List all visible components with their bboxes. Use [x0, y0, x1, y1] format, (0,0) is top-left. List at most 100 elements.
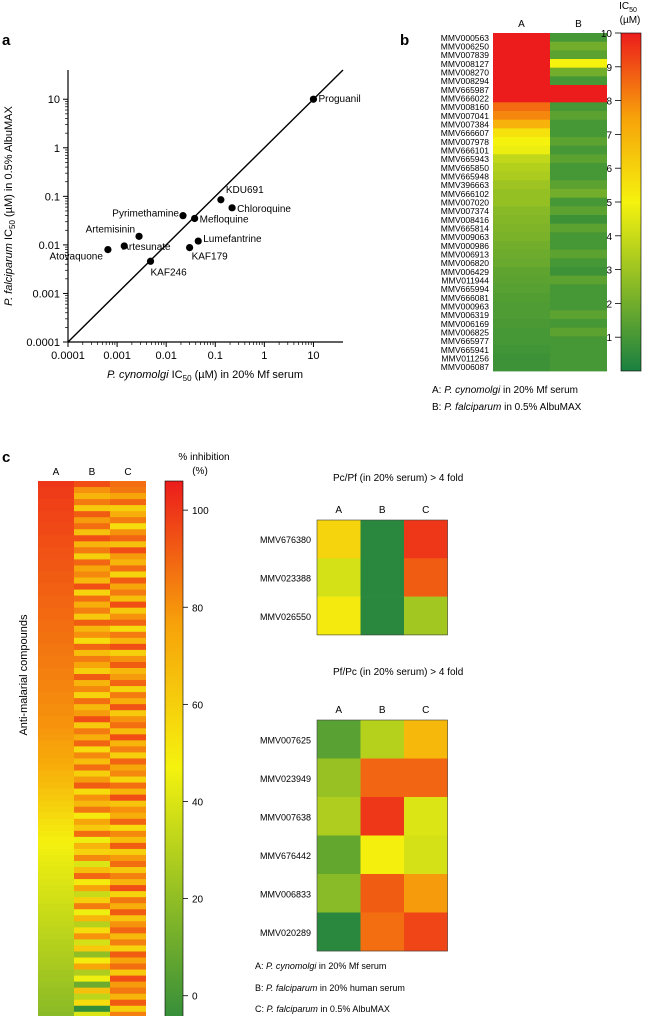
c-heat-cell: [74, 951, 110, 958]
c-heat-cell: [110, 800, 146, 808]
b-row-label: MMV665977: [441, 336, 489, 346]
c-heat-cell: [74, 499, 110, 506]
b-colorbar-tick-label: 8: [606, 97, 612, 108]
c-pfpc-row-label: MMV007625: [260, 735, 311, 745]
c-pfpc-title: Pf/Pc (in 20% serum) > 4 fold: [333, 667, 463, 678]
c-heat-cell: [110, 867, 146, 874]
b-heat-cell: [493, 189, 550, 199]
b-heat-cell: [493, 102, 550, 112]
a-data-point: [309, 95, 318, 103]
b-colorbar-tick-label: 7: [606, 130, 612, 141]
c-heat-cell: [110, 734, 146, 741]
c-colorbar-units: (%): [192, 466, 208, 477]
c-heat-cell: [38, 770, 74, 777]
c-heat-cell: [110, 704, 146, 711]
c-heat-cell: [38, 559, 74, 566]
b-heat-cell: [550, 353, 607, 363]
c-heat-cell: [110, 728, 146, 735]
b-heat-cell: [550, 154, 607, 164]
b-heat-cell: [493, 258, 550, 268]
c-heat-cell: [110, 993, 146, 1001]
c-pfpc-heat-cell: [317, 797, 361, 836]
b-heat-cell: [550, 293, 607, 303]
c-pfpc-heat-cell: [360, 835, 405, 875]
c-pcpf-title: Pc/Pf (in 20% serum) > 4 fold: [333, 473, 463, 484]
b-row-label: MMV008160: [441, 102, 489, 112]
a-data-point: [120, 242, 128, 250]
scatter-panel-a: 0.0001 0.001 0.01 0.1 1 10 0.0001 0.001 0.01 0.1 1…: [3, 69, 361, 383]
c-heat-cell: [74, 957, 110, 964]
b-heat-cell: [493, 267, 550, 277]
b-row-label: MMV006250: [441, 42, 489, 52]
c-heat-cell: [74, 619, 110, 627]
c-heat-cell: [38, 975, 74, 983]
c-heat-cell: [38, 493, 74, 500]
b-heat-cell: [550, 275, 607, 285]
b-heat-cell: [493, 284, 550, 294]
c-heat-cell: [110, 722, 146, 729]
b-row-label: MMV666022: [441, 94, 489, 104]
b-colorbar-tick-label: 10: [601, 29, 613, 40]
a-data-point: [185, 243, 194, 252]
b-row-label: MMV006820: [441, 258, 489, 268]
c-heat-cell: [38, 571, 74, 578]
c-heat-cell: [110, 505, 146, 512]
a-data-points: Proguanil KDU691 Chloroquine Pyrimethamine M…: [50, 94, 361, 278]
c-colorbar-tick-label: 60: [192, 700, 204, 711]
b-heat-cell: [493, 362, 550, 372]
c-heat-cell: [38, 704, 74, 711]
panel-label-c: c: [2, 449, 10, 466]
b-heat-cell: [550, 67, 607, 77]
c-heat-cell: [38, 589, 74, 596]
c-colorbar-ticks: 0 20 40 60 80 100: [183, 506, 209, 1003]
c-heat-cell: [38, 836, 74, 844]
c-heat-cell: [74, 505, 110, 512]
c-heat-cell: [74, 830, 110, 838]
c-heat-cell: [74, 794, 110, 802]
c-heat-cell: [38, 830, 74, 838]
c-heat-cell: [110, 981, 146, 989]
c-heat-cell: [110, 571, 146, 578]
c-heat-cell: [38, 481, 74, 488]
b-heat-cell: [550, 180, 607, 190]
c-colorbar: [164, 480, 184, 1016]
c-heat-cell: [74, 933, 110, 940]
b-heat-cell: [493, 171, 550, 181]
b-heat-cell: [550, 336, 607, 346]
a-y-axis-label: P. falciparum IC50 (µM) in 0.5% AlbuMAX: [3, 105, 17, 305]
b-heat-cell: [550, 232, 607, 242]
c-heat-cell: [74, 553, 110, 560]
b-heat-cell: [550, 59, 607, 69]
c-heat-cell: [38, 848, 74, 856]
b-row-label: MMV008127: [441, 59, 489, 69]
c-heat-cell: [38, 541, 74, 548]
c-heat-cell: [38, 631, 74, 639]
c-heat-cell: [110, 933, 146, 940]
c-heat-cell: [74, 493, 110, 500]
c-heat-cell: [38, 915, 74, 922]
c-heat-cell: [38, 680, 74, 687]
b-heat-cell: [493, 206, 550, 216]
b-row-label: MMV008294: [441, 76, 489, 86]
c-heat-cell: [110, 661, 146, 669]
c-heat-cell: [74, 734, 110, 741]
b-heat-cell: [493, 327, 550, 337]
c-pfpc-heat-cell: [317, 912, 361, 952]
c-heat-cell: [74, 517, 110, 524]
b-heat-cell: [550, 102, 607, 112]
c-heat-cell: [74, 722, 110, 729]
b-heat-cell: [550, 215, 607, 225]
c-heat-cell: [110, 692, 146, 699]
c-heat-cell: [74, 649, 110, 657]
b-row-label: MMV665987: [441, 85, 489, 95]
c-heat-cell: [74, 547, 110, 554]
c-heat-cell: [110, 854, 146, 862]
c-main-heatmap: A B C: [38, 467, 146, 1016]
c-heat-cell: [38, 758, 74, 765]
c-heat-cell: [38, 1005, 74, 1013]
a-x-tick-label: 0.01: [155, 350, 176, 362]
c-heat-cell: [38, 999, 74, 1007]
a-point-label: Proguanil: [318, 94, 360, 105]
c-pcpf-heat-cell: [404, 520, 448, 559]
c-heat-cell: [110, 577, 146, 584]
